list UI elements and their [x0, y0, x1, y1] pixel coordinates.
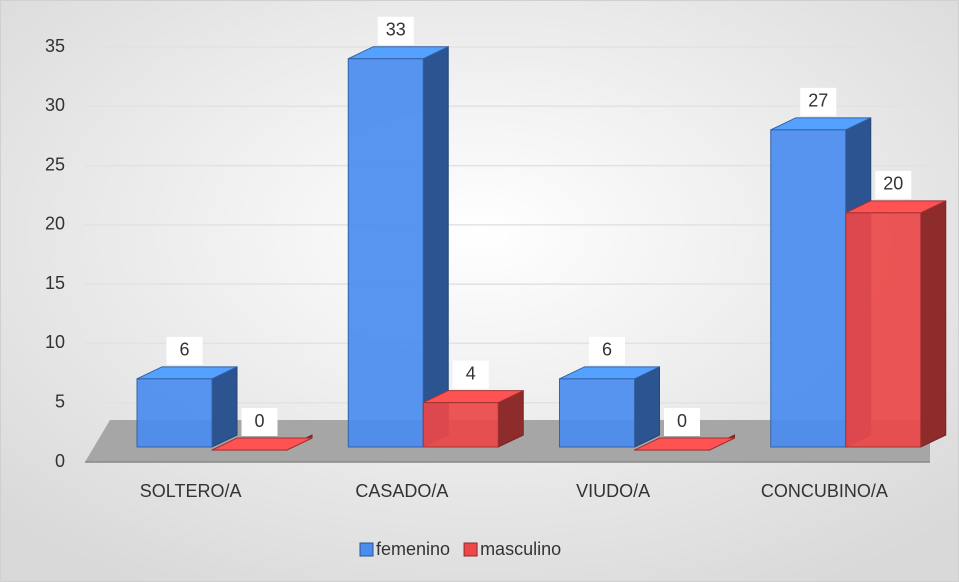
legend-label: masculino [480, 539, 561, 559]
bar-3d [634, 434, 735, 451]
value-label: 0 [254, 411, 264, 431]
value-label: 27 [808, 91, 828, 111]
bar-side [634, 366, 660, 448]
bar [422, 402, 499, 448]
value-label-box [452, 360, 489, 389]
bar [136, 378, 213, 448]
x-tick-label: SOLTERO/A [140, 481, 242, 501]
bar [770, 129, 847, 448]
bar [347, 58, 424, 448]
legend-label: femenino [376, 539, 450, 559]
bar-3d [845, 200, 947, 448]
value-label: 33 [386, 19, 406, 39]
legend-swatch [463, 542, 478, 557]
bar [559, 378, 635, 448]
bar-3d [347, 45, 449, 448]
value-label-box [664, 408, 700, 436]
value-label: 6 [179, 340, 189, 360]
y-tick-label: 30 [45, 95, 65, 115]
legend-swatch [359, 542, 374, 557]
value-label-box [377, 16, 414, 45]
bar [845, 212, 922, 448]
value-label-box [241, 408, 278, 436]
value-label: 20 [883, 174, 903, 194]
y-tick-label: 35 [45, 36, 65, 56]
bar-side [920, 200, 947, 448]
value-label: 0 [677, 411, 687, 431]
bar-3d [422, 389, 524, 448]
y-tick-label: 5 [55, 391, 65, 411]
value-label-box [166, 336, 203, 365]
value-label: 6 [602, 340, 612, 360]
y-tick-label: 20 [45, 214, 65, 234]
value-label-box [875, 170, 912, 199]
value-label-box [589, 336, 625, 365]
y-tick-label: 0 [55, 451, 65, 471]
y-tick-label: 15 [45, 273, 65, 293]
bar-3d [136, 366, 238, 448]
y-tick-label: 10 [45, 332, 65, 352]
y-tick-label: 25 [45, 154, 65, 174]
x-tick-label: VIUDO/A [576, 481, 650, 501]
bar-side [422, 45, 449, 448]
bar-3d [559, 366, 660, 448]
x-tick-label: CONCUBINO/A [761, 481, 888, 501]
value-label-box [800, 87, 837, 116]
bar-3d [211, 434, 313, 451]
value-label: 4 [466, 363, 476, 383]
bar-side [211, 366, 238, 448]
x-tick-label: CASADO/A [355, 481, 448, 501]
